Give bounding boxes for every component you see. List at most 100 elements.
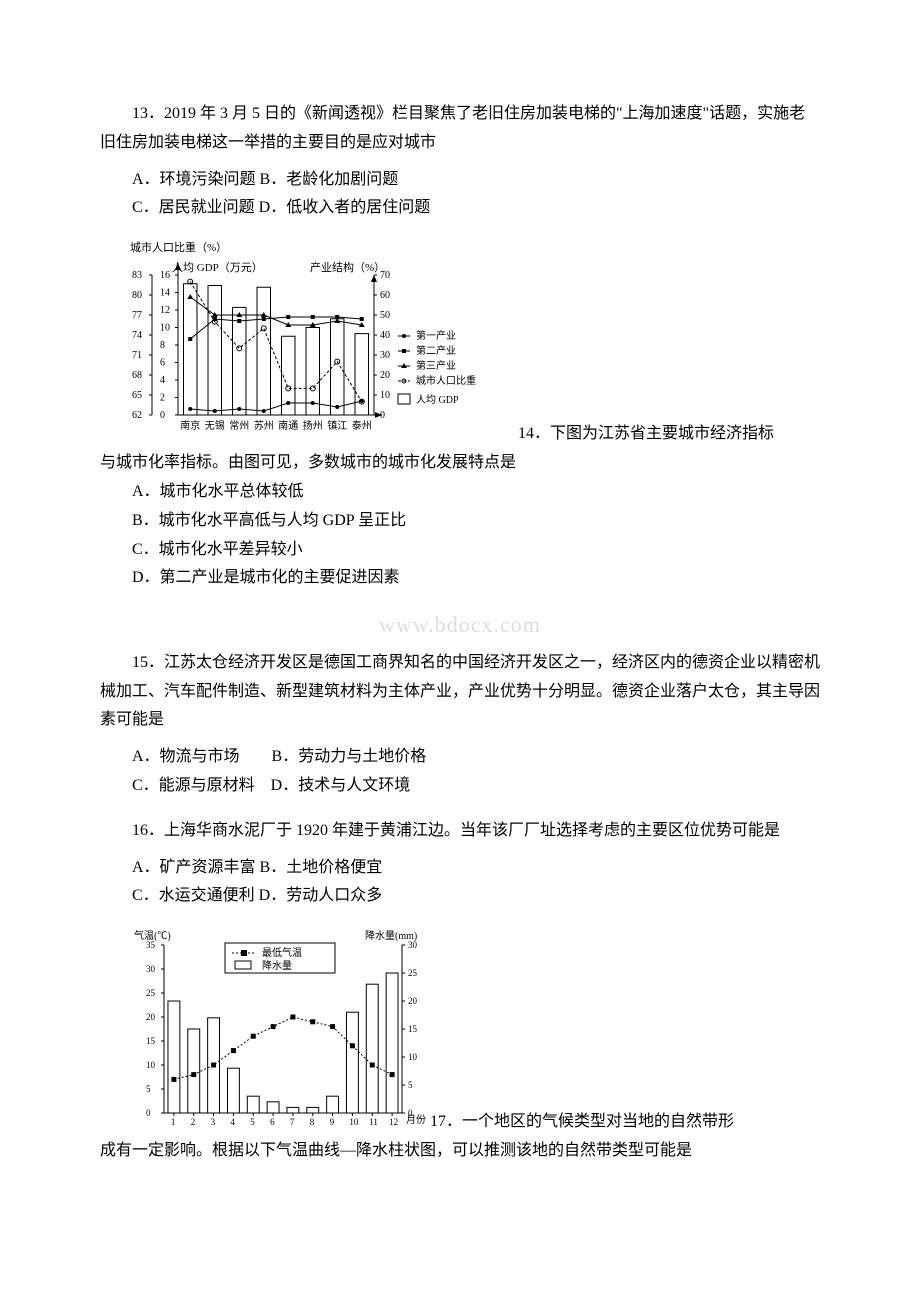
svg-text:南通: 南通 [278,419,298,432]
svg-text:8: 8 [160,340,165,351]
chart2-temp-line [174,1017,392,1079]
svg-text:30: 30 [146,964,156,974]
svg-text:9: 9 [330,1117,335,1127]
q17-row: 气温(℃) 降水量(mm) 最低气温 降水量 35302520151050 30… [100,927,820,1137]
q14-row: 城市人口比重（%） 人均 GDP（万元） 产业结构（%） 83807774716… [100,239,820,449]
legend-temp: 最低气温 [262,946,302,959]
chart2-legend: 最低气温 降水量 [225,943,335,973]
svg-text:镇江: 镇江 [327,419,347,432]
q17-prefix: 17．一个地区的气候类型对当地的自然带形 [430,1108,820,1137]
question-16: 16．上海华商水泥厂于 1920 年建于黄浦江边。当年该厂厂址选择考虑的主要区位… [100,817,820,911]
q14-opt-c: C．城市化水平差异较小 [100,536,820,565]
svg-text:苏州: 苏州 [254,419,274,432]
q16-opt-cd: C．水运交通便利 D．劳动人口众多 [100,882,820,911]
svg-text:无锡: 无锡 [205,419,225,432]
svg-text:12: 12 [389,1117,398,1127]
legend-urban: 城市人口比重 [416,374,476,387]
svg-text:10: 10 [160,323,170,334]
q14-text2: 与城市化率指标。由图可见，多数城市的城市化发展特点是 [100,449,820,478]
chart1-legend: 第一产业 第二产业 第三产业 城市人口比重 人均 GDP [398,329,476,406]
legend-gdp: 人均 GDP [416,394,459,406]
q15-text: 15．江苏太仓经济开发区是德国工商界知名的中国经济开发区之一，经济区内的德资企业… [100,649,820,735]
question-15: 15．江苏太仓经济开发区是德国工商界知名的中国经济开发区之一，经济区内的德资企业… [100,649,820,801]
q14-opt-d: D．第二产业是城市化的主要促进因素 [100,564,820,593]
svg-text:15: 15 [146,1036,156,1046]
svg-text:30: 30 [408,940,418,950]
svg-text:10: 10 [408,1052,418,1062]
svg-text:20: 20 [146,1012,156,1022]
watermark: www.bdocx.com [100,605,820,645]
svg-text:2: 2 [160,393,165,404]
svg-text:71: 71 [132,350,142,361]
chart1-x-cats: 南京无锡常州苏州南通扬州镇江泰州 [180,419,372,432]
svg-text:25: 25 [408,968,418,978]
svg-text:80: 80 [132,290,142,301]
svg-text:0: 0 [146,1108,151,1118]
chart1-y3-ticks: 706050403020100 [374,270,390,421]
svg-text:扬州: 扬州 [303,419,323,432]
chart1-y1-ticks: 8380777471686562 [132,270,152,421]
chart-jiangsu-cities: 城市人口比重（%） 人均 GDP（万元） 产业结构（%） 83807774716… [130,239,510,449]
q16-text: 16．上海华商水泥厂于 1920 年建于黄浦江边。当年该厂厂址选择考虑的主要区位… [100,817,820,846]
chart1-gdp-bars [184,284,369,415]
svg-text:4: 4 [230,1117,235,1127]
q14-opt-b: B．城市化水平高低与人均 GDP 呈正比 [100,507,820,536]
svg-text:10: 10 [349,1117,359,1127]
q13-text: 13．2019 年 3 月 5 日的《新闻透视》栏目聚焦了老旧住房加装电梯的"上… [100,100,820,158]
svg-text:60: 60 [380,290,390,301]
chart2-rain-bars [168,973,398,1113]
svg-text:4: 4 [160,375,165,386]
svg-text:77: 77 [132,310,142,321]
q16-opt-ab: A．矿产资源丰富 B．土地价格便宜 [100,854,820,883]
q14-prefix: 14．下图为江苏省主要城市经济指标 [510,420,820,449]
chart1-sub-left: 人均 GDP（万元） [172,261,263,274]
svg-text:15: 15 [408,1024,418,1034]
q13-opt-ab: A．环境污染问题 B．老龄化加剧问题 [100,166,820,195]
legend-rain: 降水量 [262,959,292,972]
svg-text:0: 0 [160,410,165,421]
svg-text:8: 8 [310,1117,315,1127]
svg-text:74: 74 [132,330,142,341]
svg-text:12: 12 [160,305,170,316]
svg-text:40: 40 [380,330,390,341]
question-13: 13．2019 年 3 月 5 日的《新闻透视》栏目聚焦了老旧住房加装电梯的"上… [100,100,820,223]
svg-text:10: 10 [146,1060,156,1070]
svg-text:65: 65 [132,390,142,401]
svg-text:20: 20 [408,996,418,1006]
svg-text:常州: 常州 [229,419,249,432]
chart2-yleft-ticks: 35302520151050 [146,940,164,1118]
q15-opt-cd: C．能源与原材料 D．技术与人文环境 [100,772,820,801]
svg-text:20: 20 [380,370,390,381]
q15-opt-ab: A．物流与市场 B．劳动力与土地价格 [100,743,820,772]
svg-text:16: 16 [160,270,170,281]
q14-opt-a: A．城市化水平总体较低 [100,478,820,507]
svg-text:10: 10 [380,390,390,401]
svg-text:83: 83 [132,270,142,281]
svg-text:5: 5 [146,1084,151,1094]
svg-text:50: 50 [380,310,390,321]
chart2-x-ticks: 123456789101112 [171,1113,398,1127]
svg-text:泰州: 泰州 [352,419,372,432]
q17-text2: 成有一定影响。根据以下气温曲线—降水柱状图，可以推测该地的自然带类型可能是 [100,1137,820,1166]
svg-text:70: 70 [380,270,390,281]
svg-text:6: 6 [270,1117,275,1127]
svg-text:1: 1 [171,1117,176,1127]
svg-text:11: 11 [369,1117,378,1127]
svg-text:5: 5 [250,1117,255,1127]
question-14-options: A．城市化水平总体较低 B．城市化水平高低与人均 GDP 呈正比 C．城市化水平… [100,478,820,593]
svg-text:6: 6 [160,358,165,369]
svg-text:0: 0 [380,410,385,421]
svg-text:南京: 南京 [180,419,200,432]
legend-primary: 第一产业 [416,329,456,342]
svg-text:14: 14 [160,288,170,299]
chart2-yright-ticks: 302520151050 [402,940,418,1118]
chart2-xlabel: 月份 [406,1114,426,1126]
q13-opt-cd: C．居民就业问题 D．低收入者的居住问题 [100,194,820,223]
svg-text:7: 7 [290,1117,295,1127]
chart-climate: 气温(℃) 降水量(mm) 最低气温 降水量 35302520151050 30… [130,927,430,1137]
legend-secondary: 第二产业 [416,344,456,357]
chart1-y2-ticks: 16 14 12 10 8 6 4 2 0 [160,270,178,421]
svg-text:25: 25 [146,988,156,998]
svg-text:5: 5 [408,1080,413,1090]
svg-text:3: 3 [211,1117,216,1127]
